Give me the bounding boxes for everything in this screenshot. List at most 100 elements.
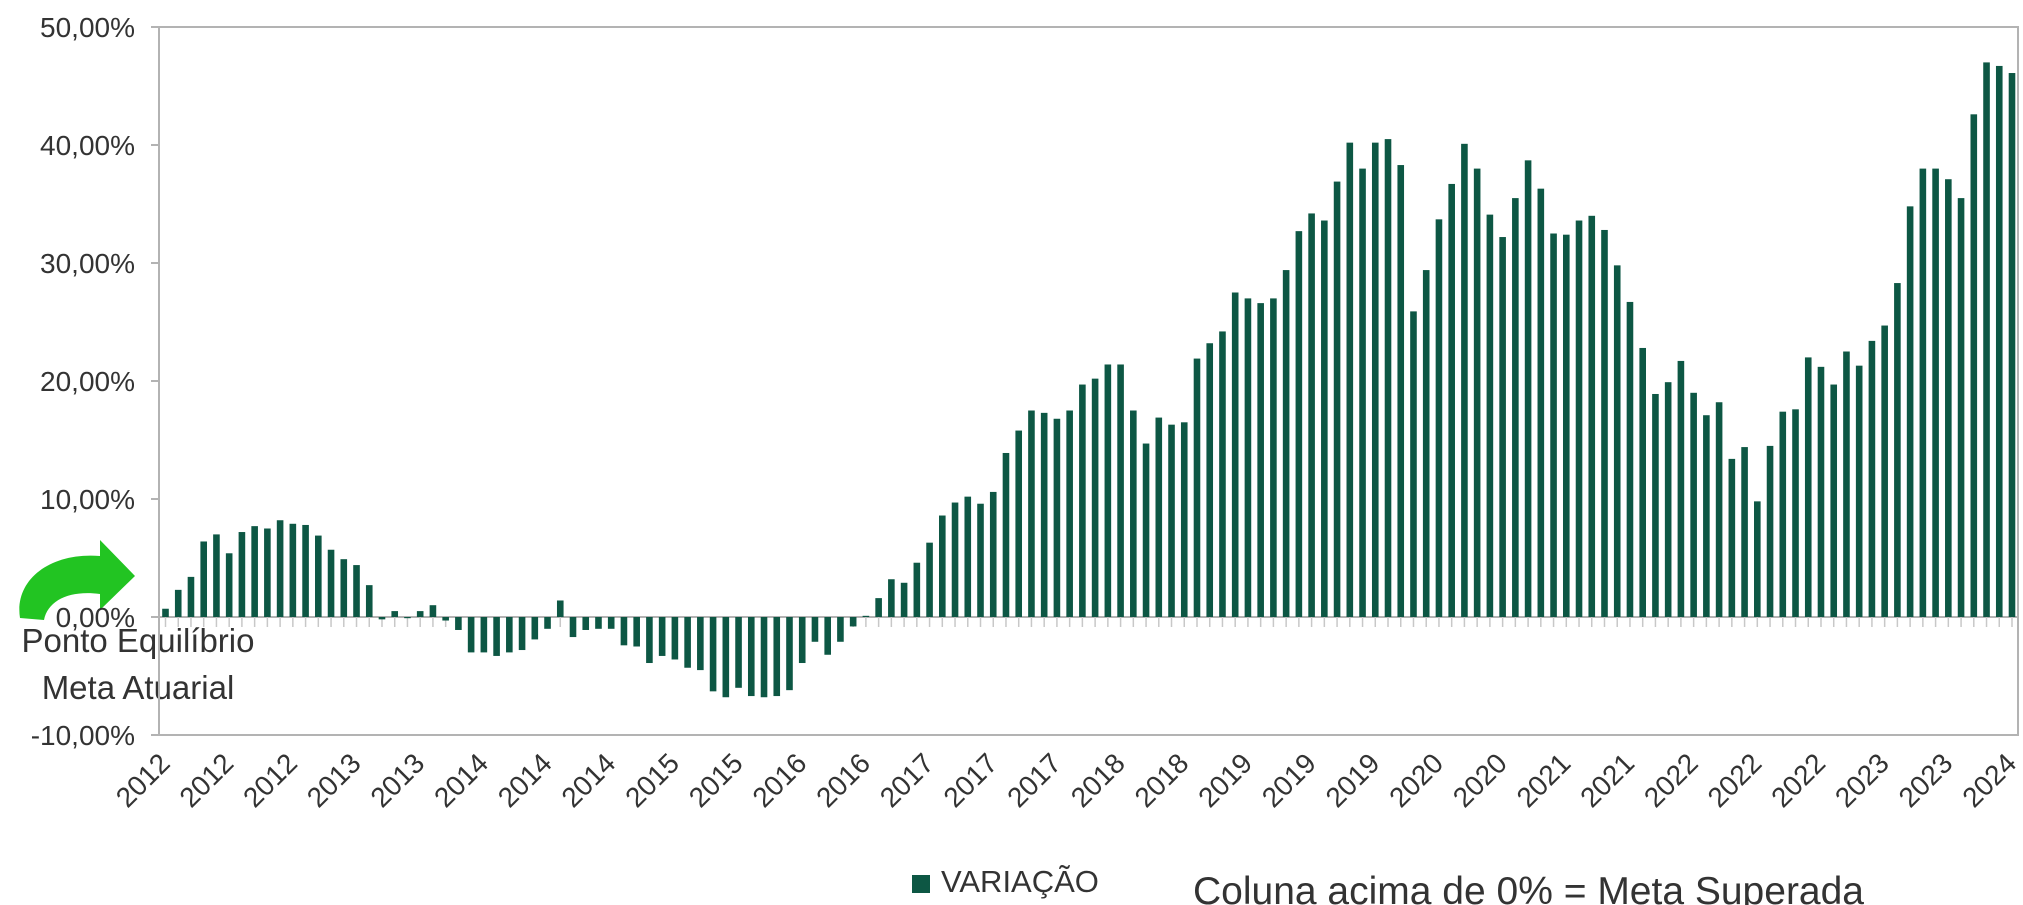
bar [276, 520, 284, 617]
bar [1932, 168, 1939, 617]
bar [1270, 298, 1277, 617]
x-tick-label: 2016 [810, 747, 876, 813]
bar [1371, 142, 1379, 617]
bar [213, 534, 220, 617]
annotation: Meta Atuarial [42, 669, 235, 706]
x-tick-label: 2015 [619, 747, 685, 813]
bar [939, 515, 946, 617]
bar [1601, 229, 1608, 617]
y-tick-label: 20,00% [40, 366, 135, 397]
x-tick-label: 2023 [1893, 747, 1959, 813]
bar [1142, 443, 1150, 617]
bar [1855, 365, 1863, 617]
bar [455, 617, 462, 630]
bar [1804, 357, 1812, 617]
bar [1957, 198, 1965, 617]
bar [1588, 215, 1596, 618]
bar [1308, 213, 1315, 617]
bar [798, 617, 806, 664]
bar [633, 617, 640, 647]
bar [1015, 430, 1023, 617]
x-tick-label: 2022 [1765, 747, 1831, 813]
bar [506, 617, 513, 653]
bar [200, 541, 208, 617]
y-tick-label: 40,00% [40, 130, 135, 161]
bar [888, 579, 895, 617]
bar [824, 617, 831, 655]
x-tick-label: 2021 [1574, 747, 1640, 813]
bar [378, 617, 386, 620]
bar [786, 617, 793, 691]
bar [1524, 160, 1532, 617]
x-tick-label: 2017 [938, 747, 1004, 813]
bar [1754, 501, 1761, 617]
bar [773, 617, 781, 697]
bar [480, 617, 488, 653]
bar [442, 617, 449, 621]
bar [569, 617, 577, 638]
bar [926, 542, 933, 617]
bar [913, 562, 921, 617]
bar [1155, 417, 1163, 617]
bar [1384, 139, 1392, 617]
bar [1690, 392, 1697, 617]
bar [289, 523, 297, 617]
bar [1906, 206, 1914, 618]
bar [1448, 183, 1455, 617]
bar [1664, 382, 1672, 617]
bar [1002, 452, 1010, 617]
bar [964, 496, 972, 617]
bar [1053, 418, 1061, 617]
x-tick-label: 2012 [237, 747, 303, 813]
y-tick-label: 50,00% [40, 12, 135, 43]
legend-label: VARIAÇÃO [941, 864, 1099, 899]
plot-frame [158, 26, 2019, 736]
x-tick-label: 2019 [1256, 747, 1322, 813]
bar [1983, 62, 1990, 617]
bar [1562, 234, 1570, 617]
bar [1219, 331, 1226, 617]
bar [684, 617, 691, 668]
x-tick-label: 2020 [1383, 747, 1449, 813]
x-tick-label: 2022 [1702, 747, 1768, 813]
bar [1193, 358, 1201, 617]
bar [1397, 165, 1405, 617]
bar [302, 524, 309, 617]
bar [646, 617, 653, 664]
bar [1028, 410, 1035, 617]
bar [582, 617, 590, 630]
bar [391, 611, 399, 617]
bar [1830, 384, 1838, 617]
bar [1766, 445, 1774, 617]
bar [1461, 143, 1468, 617]
bar [1843, 351, 1850, 617]
bar [671, 617, 679, 660]
bar [1066, 410, 1073, 617]
annotation: Ponto Equilíbrio [22, 622, 255, 659]
x-tick-label: 2012 [173, 747, 239, 813]
annotation: Coluna acima de 0% = Meta Superada [1193, 870, 1864, 905]
bar [1091, 378, 1099, 617]
bar [811, 617, 819, 642]
bar [951, 502, 959, 617]
bar [862, 615, 870, 617]
bar [1435, 219, 1443, 617]
x-tick-label: 2024 [1956, 747, 2022, 813]
bar [989, 491, 997, 617]
bar [1779, 411, 1787, 617]
bar [1575, 220, 1583, 617]
x-tick-label: 2022 [1638, 747, 1704, 813]
bar [1346, 142, 1354, 617]
bar [1079, 384, 1086, 617]
bar [1410, 311, 1417, 617]
x-tick-label: 2015 [683, 747, 749, 813]
x-tick-label: 2020 [1447, 747, 1513, 813]
bar [493, 617, 500, 656]
bar [315, 535, 322, 617]
y-tick-label: 30,00% [40, 248, 135, 279]
bar [1486, 214, 1494, 617]
bar [531, 617, 539, 640]
bar [1282, 270, 1290, 617]
